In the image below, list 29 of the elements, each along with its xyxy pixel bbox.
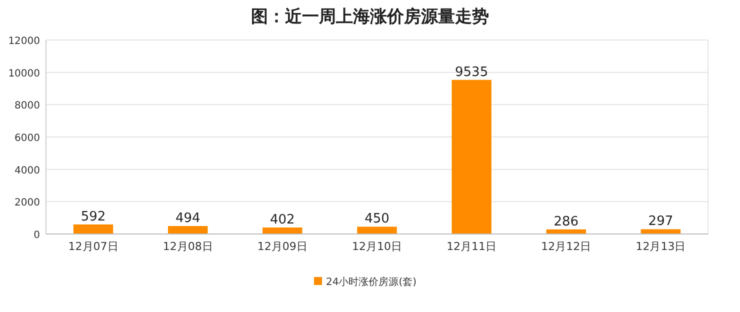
data-label: 9535 xyxy=(455,64,488,80)
bar xyxy=(168,226,208,234)
y-tick-label: 0 xyxy=(34,230,40,241)
data-label: 297 xyxy=(648,214,674,230)
x-tick-label: 12月10日 xyxy=(352,240,402,253)
data-label: 286 xyxy=(554,214,579,230)
bar xyxy=(640,229,681,234)
legend-label: 24小时涨价房源(套) xyxy=(326,276,417,288)
bar xyxy=(262,228,302,234)
x-tick-label: 12月12日 xyxy=(541,240,592,253)
data-label: 450 xyxy=(364,212,390,227)
y-tick-label: 12000 xyxy=(8,36,40,47)
y-tick-label: 2000 xyxy=(14,198,40,209)
x-tick-label: 12月13日 xyxy=(636,240,686,253)
y-tick-label: 4000 xyxy=(14,165,40,176)
data-label: 494 xyxy=(175,211,200,226)
y-tick-label: 8000 xyxy=(14,100,40,112)
bar xyxy=(452,80,492,234)
bar xyxy=(73,224,114,234)
y-tick-label: 6000 xyxy=(14,133,40,144)
x-tick-label: 12月07日 xyxy=(68,240,118,253)
bar xyxy=(357,226,397,234)
data-label: 592 xyxy=(80,209,106,224)
data-label: 402 xyxy=(270,212,295,228)
y-tick-label: 10000 xyxy=(8,68,40,80)
x-tick-label: 12月09日 xyxy=(257,240,308,253)
x-tick-label: 12月11日 xyxy=(446,240,497,253)
x-tick-label: 12月08日 xyxy=(162,240,213,253)
chart-title: 图：近一周上海涨价房源量走势 xyxy=(251,7,489,27)
